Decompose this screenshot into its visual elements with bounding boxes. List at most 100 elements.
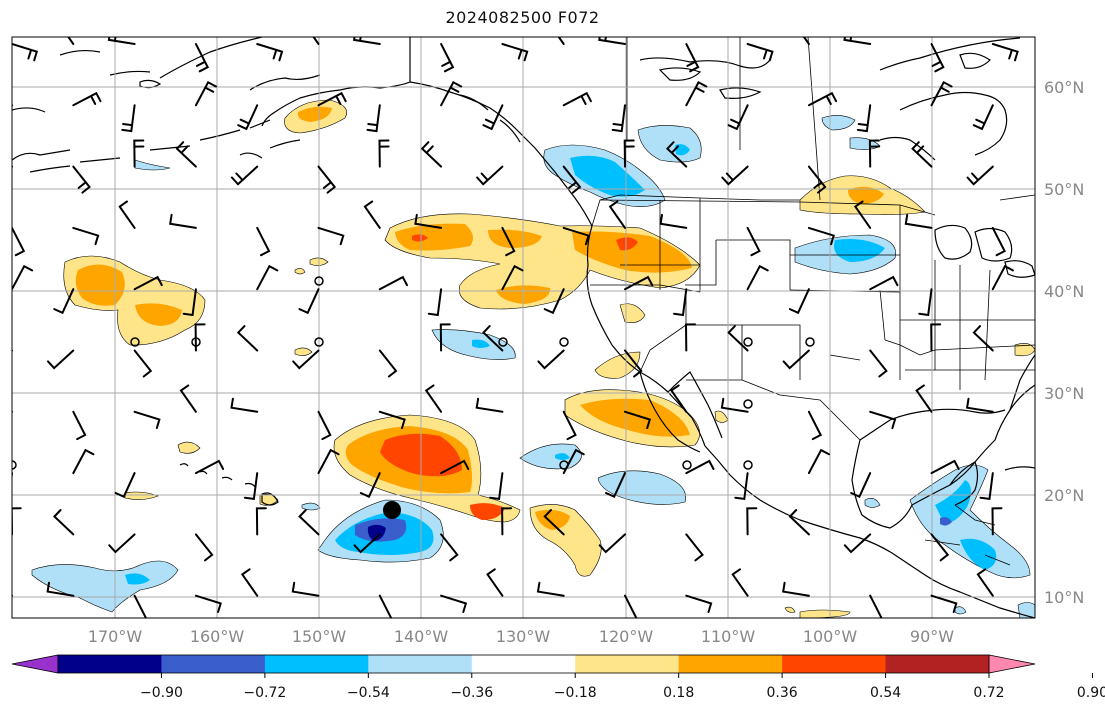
lat-label-50: 50°N (1044, 180, 1084, 199)
wind-barb (979, 472, 994, 501)
wind-barb (194, 323, 206, 352)
colorbar-segment (58, 655, 162, 673)
wind-barb (685, 80, 708, 107)
colorbar-segment (471, 655, 576, 673)
political-borders (409, 37, 1035, 566)
colorbar-tick-label: 0.18 (663, 685, 694, 701)
wind-barb (930, 80, 953, 107)
wind-barb (598, 533, 626, 554)
wind-barb (378, 275, 408, 291)
wind-barb (107, 37, 136, 45)
wind-barb (965, 397, 994, 413)
wind-barb (298, 509, 320, 536)
map-area (12, 37, 1035, 618)
wind-barb (440, 80, 463, 107)
colorbar-segment (782, 655, 887, 673)
wind-barb (440, 459, 470, 475)
colorbar-tick-label: −0.36 (450, 685, 493, 701)
colorbar-segment (264, 655, 369, 673)
wind-barb (746, 43, 774, 62)
lon-label-140w: 140°W (394, 627, 449, 646)
colorbar-tick-label: 0.54 (870, 685, 901, 701)
wind-barb (240, 568, 259, 597)
wind-barb (182, 288, 197, 317)
wind-barb (659, 213, 688, 229)
wind-barb (543, 509, 565, 536)
lat-label-10: 10°N (1044, 588, 1084, 607)
wind-barb (782, 349, 810, 370)
wind-barb (489, 472, 504, 501)
wind-barb (598, 37, 626, 45)
wind-barb (608, 200, 626, 229)
wind-barb (194, 459, 225, 475)
wind-barb (991, 226, 1006, 257)
wind-barb (868, 139, 880, 168)
colorbar-tick-label: −0.54 (347, 685, 390, 701)
colorbar: −0.90 −0.72 −0.54 −0.36 −0.18 0.18 0.36 0.54 0.7… (11, 654, 1105, 701)
wind-barb (72, 410, 87, 441)
lon-label-110w: 110°W (701, 627, 756, 646)
wind-barb (930, 459, 960, 475)
lon-label-90w: 90°W (910, 627, 954, 646)
wind-barb (904, 213, 933, 229)
wind-barb (179, 384, 197, 413)
wind-barb (133, 410, 161, 430)
wind-barb (420, 141, 443, 168)
wind-barb (930, 533, 950, 562)
wind-barb (230, 397, 259, 413)
wind-barb (133, 275, 163, 291)
wind-barb (482, 325, 504, 352)
wind-barb (133, 594, 148, 618)
wind-barb (352, 37, 381, 45)
wind-barb (843, 37, 872, 45)
calm-wind-markers (12, 276, 815, 470)
wind-barb (685, 533, 704, 562)
lon-label-150w: 150°W (292, 627, 347, 646)
wind-barb (256, 226, 271, 257)
wind-barb (605, 472, 626, 499)
wind-barb (414, 213, 443, 229)
wind-barb (807, 226, 835, 246)
storm-center-marker (383, 501, 401, 519)
wind-barb (482, 104, 504, 131)
wind-barb (746, 507, 758, 536)
wind-barb (46, 581, 75, 597)
wind-barb (378, 139, 390, 168)
lat-label-30: 30°N (1044, 384, 1084, 403)
wind-barb (12, 507, 22, 536)
wind-barb (12, 104, 13, 108)
wind-barb (611, 104, 626, 133)
wind-barb (12, 593, 13, 597)
colorbar-tick-label: −0.72 (243, 685, 286, 701)
wind-barb (256, 264, 279, 291)
wind-barb (685, 459, 715, 475)
wind-barb (52, 509, 75, 536)
colorbar-tick-label: 0.36 (767, 685, 798, 701)
wind-barb (12, 165, 13, 168)
wind-barb (169, 213, 197, 229)
lon-label-130w: 130°W (496, 627, 551, 646)
wind-barb (194, 594, 222, 613)
wind-barb (175, 141, 197, 168)
wind-barb (991, 264, 1014, 291)
wind-barb (624, 275, 654, 291)
colorbar-tick-label: −0.90 (140, 685, 183, 701)
wind-barb (930, 43, 945, 73)
wind-barb (427, 288, 443, 317)
wind-barb (734, 472, 749, 501)
wind-barb (317, 448, 340, 475)
latitude-labels: 60°N 50°N 40°N 30°N 20°N 10°N (1044, 78, 1084, 607)
wind-barb (720, 397, 749, 413)
wind-barb (501, 507, 513, 536)
wind-barb (501, 226, 516, 257)
wind-barb (853, 200, 872, 229)
wind-barb (12, 472, 13, 481)
wind-barb (746, 226, 761, 257)
wind-barb (72, 448, 95, 475)
wind-barb (684, 323, 696, 352)
lon-label-160w: 160°W (190, 627, 245, 646)
wind-barb (746, 264, 769, 291)
wind-barb (869, 275, 899, 291)
wind-barb (807, 165, 827, 194)
